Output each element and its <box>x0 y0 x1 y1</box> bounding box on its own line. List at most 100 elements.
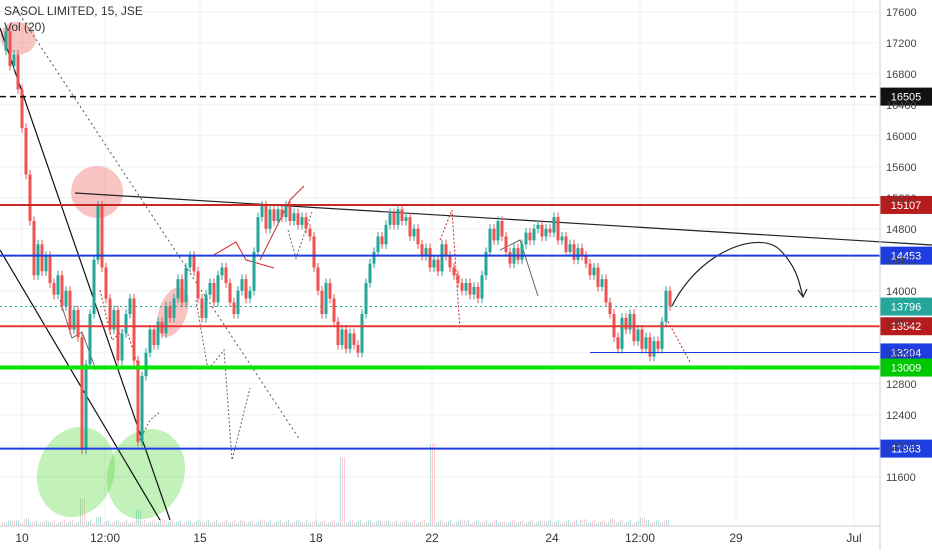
y-tick-label: 12800 <box>886 379 917 391</box>
candle-body <box>556 217 560 241</box>
volume-bar <box>360 519 361 526</box>
candle-body <box>160 321 164 334</box>
candle-body <box>132 298 136 361</box>
volume-bar <box>356 522 357 526</box>
candle-body <box>20 89 24 128</box>
candle-body <box>288 205 292 221</box>
price-level-badge <box>880 317 932 336</box>
volume-bar <box>274 522 275 526</box>
candle-body <box>256 217 260 252</box>
volume-bar <box>42 521 43 526</box>
x-tick-label: 29 <box>729 531 743 545</box>
price-level-label: 11963 <box>891 444 921 456</box>
candle-body <box>496 221 500 241</box>
volume-bar <box>516 523 517 526</box>
volume-bar <box>514 519 515 526</box>
candle-body <box>292 213 296 221</box>
volume-bar <box>34 521 35 526</box>
candle-body <box>240 279 244 291</box>
volume-bar <box>386 520 387 526</box>
volume-bar <box>432 443 433 526</box>
volume-bar <box>566 520 567 526</box>
volume-bar <box>130 522 131 526</box>
volume-bar <box>364 522 365 526</box>
volume-bar <box>62 520 63 526</box>
candle-body <box>284 205 288 218</box>
volume-bar <box>358 521 359 526</box>
volume-bar <box>294 521 295 526</box>
volume-bar <box>458 520 459 526</box>
volume-bar <box>8 520 9 526</box>
volume-bar <box>466 521 467 526</box>
volume-bar <box>36 519 37 526</box>
volume-bar <box>646 521 647 526</box>
candle-body <box>616 337 620 349</box>
volume-bar <box>320 522 321 526</box>
volume-bar <box>590 522 591 526</box>
candle-body <box>628 314 632 330</box>
volume-bar <box>162 519 163 526</box>
volume-bar <box>166 522 167 526</box>
y-tick-label: 17600 <box>886 7 917 19</box>
volume-bar <box>446 522 447 526</box>
volume-bar <box>50 521 51 526</box>
candle-body <box>348 333 352 349</box>
volume-bar <box>44 520 45 526</box>
volume-bar <box>524 523 525 526</box>
volume-bar <box>252 519 253 526</box>
x-tick-label: Jul <box>846 531 861 545</box>
candle-body <box>540 224 544 237</box>
volume-bar <box>582 519 583 526</box>
candle-body <box>624 317 628 330</box>
volume-bar <box>442 519 443 526</box>
price-level-badge <box>880 358 932 377</box>
volume-bar <box>622 519 623 526</box>
candle-body <box>436 259 440 272</box>
candle-body <box>268 209 272 229</box>
candle-body <box>228 283 232 303</box>
candle-body <box>424 248 428 256</box>
candle-body <box>36 244 40 276</box>
volume-bar <box>406 519 407 526</box>
volume-bars <box>2 443 669 526</box>
candle-body <box>176 279 180 299</box>
volume-bar <box>176 522 177 526</box>
candle-body <box>648 337 652 357</box>
candle-body <box>592 267 596 276</box>
volume-bar <box>310 522 311 526</box>
volume-bar <box>76 522 77 526</box>
volume-bar <box>24 518 25 526</box>
volume-bar <box>486 519 487 526</box>
volume-bar <box>144 519 145 526</box>
x-tick-label: 22 <box>425 531 439 545</box>
volume-bar <box>336 523 337 526</box>
volume-bar <box>648 519 649 526</box>
volume-bar <box>606 523 607 526</box>
volume-bar <box>488 523 489 526</box>
volume-bar <box>186 521 187 526</box>
candle-body <box>564 236 568 252</box>
volume-bar <box>72 519 73 526</box>
candle-body <box>460 283 464 291</box>
volume-bar <box>212 522 213 526</box>
volume-bar <box>664 521 665 526</box>
volume-bar <box>82 498 83 526</box>
volume-bar <box>226 519 227 526</box>
candle-body <box>392 213 396 225</box>
volume-bar <box>326 523 327 526</box>
candle-body <box>124 314 128 334</box>
volume-bar <box>520 521 521 526</box>
candle-body <box>164 306 168 334</box>
volume-bar <box>216 519 217 526</box>
volume-bar <box>456 521 457 526</box>
candle-body <box>352 333 356 345</box>
volume-bar <box>290 523 291 526</box>
candle-body <box>248 290 252 299</box>
volume-bar <box>156 523 157 526</box>
volume-bar <box>238 522 239 526</box>
candle-body <box>416 228 420 245</box>
candle-body <box>600 279 604 287</box>
volume-bar <box>322 521 323 526</box>
